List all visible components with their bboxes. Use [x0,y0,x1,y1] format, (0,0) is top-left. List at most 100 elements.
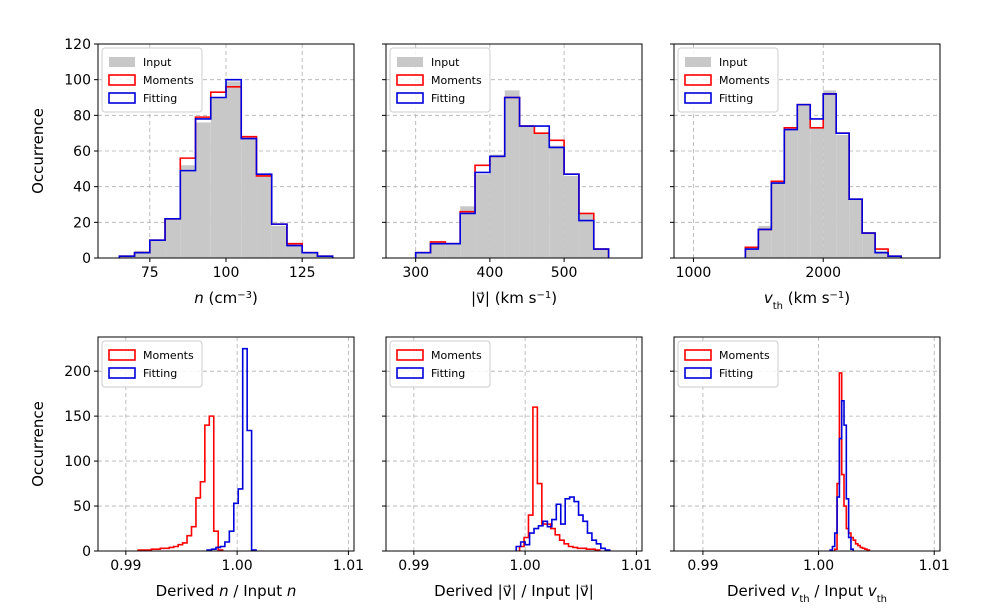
legend-swatch-fitting [396,92,424,104]
panel-thermal-ratio: 0.99 1.00 1.01 Derived vth / Input vth Momen… [670,336,950,605]
legend-label-fitting: Fitting [719,92,753,105]
input-bar [836,134,850,258]
input-bar [771,181,785,258]
legend: Input Moments Fitting [677,47,779,113]
legend-swatch-moments [396,74,424,86]
x-tick-label: 0.99 [687,558,718,574]
x-tick-label: 0.99 [110,558,141,574]
input-bar [165,218,181,258]
legend: Moments Fitting [677,340,779,388]
legend-label-moments: Moments [143,349,194,362]
x-tick-label: 125 [289,265,316,281]
x-tick-label: 1.00 [803,558,834,574]
y-tick-label: 20 [73,215,91,231]
input-bar [745,247,759,258]
panel-velocity: 300 400 500 |v⃗| (km s−1) Input Moments Fittin… [382,43,643,307]
legend-swatch-moments [684,349,712,361]
legend-label-moments: Moments [143,74,194,87]
fitting-step-line [414,96,610,258]
legend-swatch-fitting [108,367,136,379]
input-bar [784,129,798,258]
input-bar [475,174,490,258]
fitting-step-line [515,496,611,551]
legend-label-fitting: Fitting [719,367,753,380]
input-bar [810,127,824,258]
moments-step-line [833,372,871,551]
legend-label-fitting: Fitting [431,92,465,105]
x-axis-label: Derived n / Input n [156,582,297,600]
x-tick-label: 300 [402,265,429,281]
input-bar [302,252,318,258]
y-tick-label: 60 [73,144,91,160]
legend-label-input: Input [431,56,460,69]
x-tick-label: 1.00 [510,558,541,574]
y-tick-label: 150 [64,409,91,425]
input-bar [875,250,889,258]
legend-box [677,340,779,388]
input-bar [180,165,196,258]
y-tick-label: 100 [64,73,91,89]
fitting-step-line [206,347,257,551]
legend-swatch-input [397,57,423,67]
x-tick-label: 100 [213,265,240,281]
legend-swatch-fitting [108,92,136,104]
legend-swatch-moments [396,349,424,361]
legend: Moments Fitting [101,340,203,388]
y-tick-label: 40 [73,180,91,196]
input-bar [849,199,863,258]
legend-box [101,340,203,388]
legend: Input Moments Fitting [101,47,203,113]
input-bar [210,97,226,258]
input-bar [286,243,303,258]
x-tick-label: 2000 [805,265,841,281]
y-tick-label: 80 [73,108,91,124]
input-bar [241,138,257,258]
x-axis-label: vth (km s−1) [764,289,850,312]
x-tick-label: 1.01 [333,558,364,574]
y-tick-label: 100 [64,454,91,470]
legend-label-moments: Moments [431,74,482,87]
legend-label-moments: Moments [719,349,770,362]
moments-step-line [137,415,224,551]
panel-thermal: 1000 2000 vth (km s−1) Input Moments Fitting [670,43,941,312]
legend-swatch-input [685,57,711,67]
axes-frame [673,336,941,552]
input-bar [430,241,446,258]
legend: Input Moments Fitting [389,47,491,113]
legend-swatch-fitting [684,92,712,104]
panel-density: 75 100 125 0 20 40 60 80 100 120 n (cm−3) Occurrenc… [29,37,355,307]
input-bar [593,249,609,258]
legend-swatch-moments [684,74,712,86]
input-bar [195,122,211,258]
input-bar [797,104,811,258]
fitting-step-line [744,93,902,258]
legend-swatch-fitting [684,367,712,379]
y-tick-label: 120 [64,37,91,53]
input-bar [271,225,287,258]
x-axis-label: Derived |v⃗| / Input |v⃗| [434,582,594,600]
input-bar [134,250,150,258]
input-bar [564,175,579,258]
x-tick-label: 400 [477,265,504,281]
y-tick-label: 50 [73,499,91,515]
legend-swatch-fitting [396,367,424,379]
input-bar [460,206,476,258]
axes-frame [97,336,355,552]
moments-step-line [518,406,601,551]
legend-label-moments: Moments [719,74,770,87]
y-tick-label: 200 [64,364,91,380]
x-tick-label: 1.01 [919,558,950,574]
legend-box [389,340,491,388]
x-axis-label: n (cm−3) [194,289,258,307]
x-tick-label: 500 [551,265,578,281]
legend-swatch-moments [108,74,136,86]
input-bar [119,256,135,258]
plot-area [829,372,871,551]
fitting-step-line [829,400,855,551]
legend-swatch-moments [108,349,136,361]
input-bar [578,213,594,258]
plot-area [744,90,902,258]
fitting-step-line [118,78,334,258]
x-tick-label: 1000 [676,265,712,281]
